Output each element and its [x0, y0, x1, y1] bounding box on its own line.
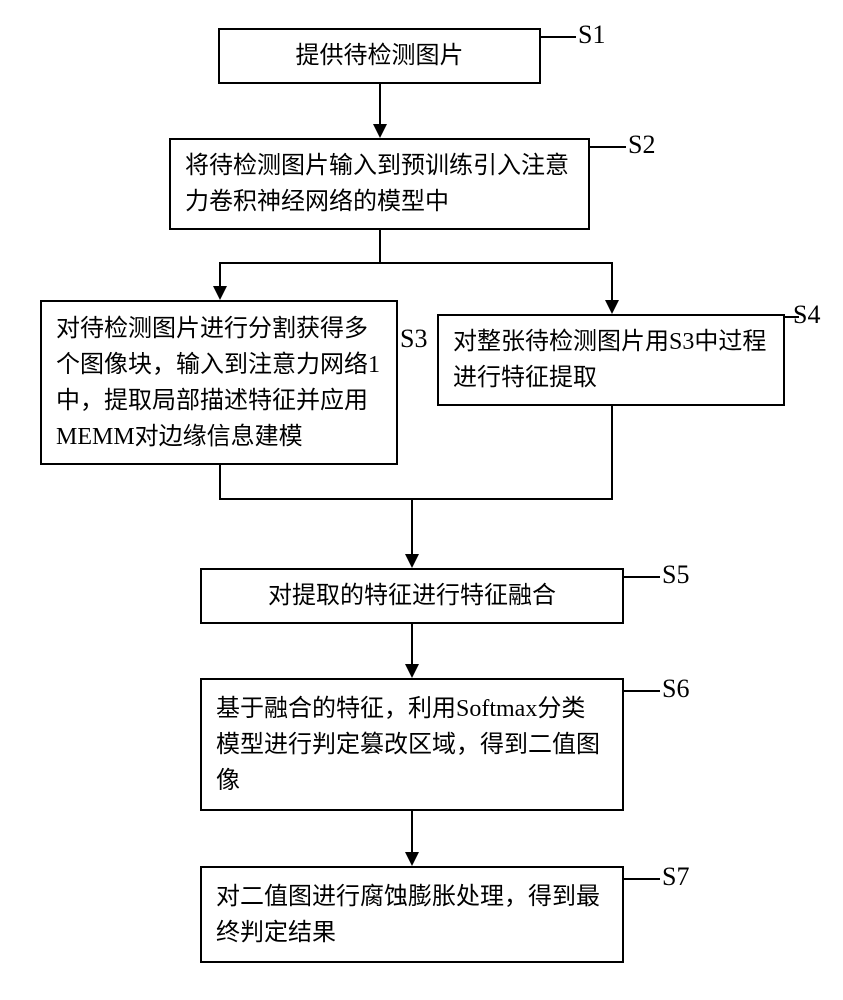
label-s4: S4 — [793, 300, 820, 330]
arrow-s1-s2 — [379, 84, 381, 124]
arrowhead-to-s3 — [213, 286, 227, 300]
node-s3-text: 对待检测图片进行分割获得多个图像块，输入到注意力网络1中，提取局部描述特征并应用… — [56, 311, 382, 455]
node-s7-text: 对二值图进行腐蚀膨胀处理，得到最终判定结果 — [216, 879, 608, 951]
node-s6: 基于融合的特征，利用Softmax分类模型进行判定篡改区域，得到二值图像 — [200, 678, 624, 811]
arrowhead-s5-s6 — [405, 664, 419, 678]
label-s5: S5 — [662, 560, 689, 590]
node-s3: 对待检测图片进行分割获得多个图像块，输入到注意力网络1中，提取局部描述特征并应用… — [40, 300, 398, 465]
node-s2-text: 将待检测图片输入到预训练引入注意力卷积神经网络的模型中 — [185, 148, 574, 220]
split-right-drop — [611, 262, 613, 300]
merge-horizontal — [219, 498, 613, 500]
label-line-s7 — [624, 878, 660, 880]
label-s6: S6 — [662, 674, 689, 704]
node-s7: 对二值图进行腐蚀膨胀处理，得到最终判定结果 — [200, 866, 624, 963]
node-s5-text: 对提取的特征进行特征融合 — [268, 578, 556, 614]
label-line-s5 — [624, 576, 660, 578]
split-vertical — [379, 230, 381, 264]
split-left-drop — [219, 262, 221, 286]
merge-right-drop — [611, 406, 613, 500]
node-s2: 将待检测图片输入到预训练引入注意力卷积神经网络的模型中 — [169, 138, 590, 230]
node-s1: 提供待检测图片 — [218, 28, 541, 84]
node-s1-text: 提供待检测图片 — [296, 38, 464, 74]
arrowhead-to-s4 — [605, 300, 619, 314]
label-line-s6 — [624, 690, 660, 692]
label-line-s2 — [590, 146, 626, 148]
arrowhead-to-s5 — [405, 554, 419, 568]
label-line-s1 — [541, 36, 576, 38]
label-s7: S7 — [662, 862, 689, 892]
merge-left-drop — [219, 465, 221, 500]
node-s4-text: 对整张待检测图片用S3中过程进行特征提取 — [453, 324, 769, 396]
label-s1: S1 — [578, 20, 605, 50]
merge-center-drop — [411, 498, 413, 554]
node-s4: 对整张待检测图片用S3中过程进行特征提取 — [437, 314, 785, 406]
arrow-s5-s6 — [411, 624, 413, 664]
node-s6-text: 基于融合的特征，利用Softmax分类模型进行判定篡改区域，得到二值图像 — [216, 691, 608, 799]
arrowhead-s6-s7 — [405, 852, 419, 866]
label-line-s4 — [785, 316, 799, 318]
arrow-s6-s7 — [411, 811, 413, 852]
label-s3: S3 — [400, 324, 427, 354]
split-horizontal — [219, 262, 613, 264]
node-s5: 对提取的特征进行特征融合 — [200, 568, 624, 624]
label-s2: S2 — [628, 130, 655, 160]
arrowhead-s1-s2 — [373, 124, 387, 138]
